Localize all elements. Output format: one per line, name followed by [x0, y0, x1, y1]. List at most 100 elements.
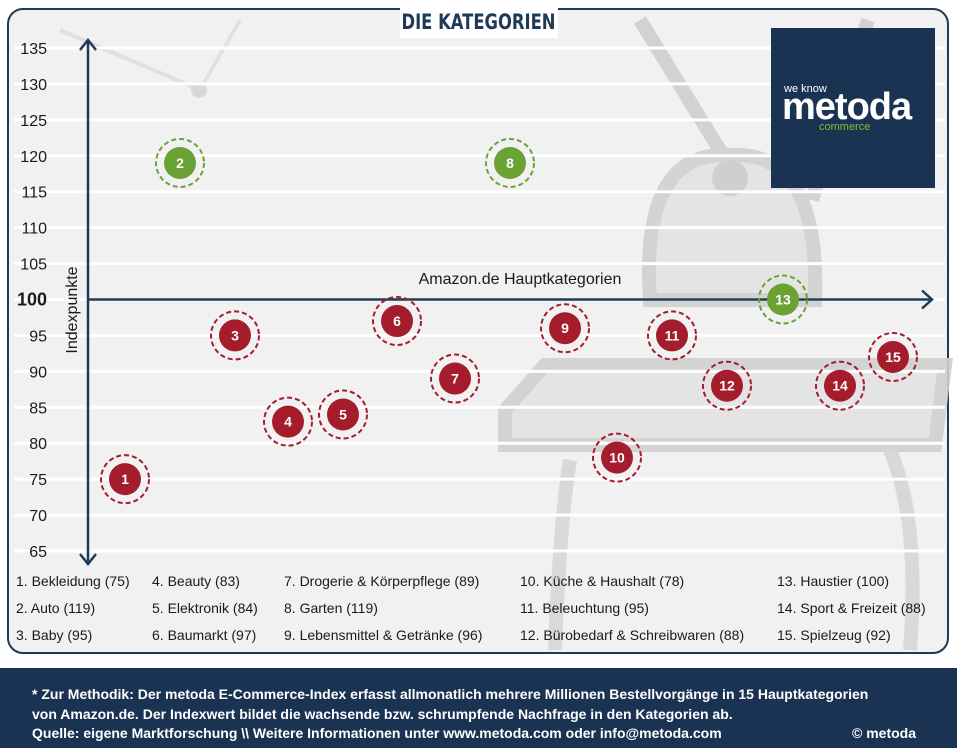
data-point: 13 — [758, 274, 808, 325]
data-point-label: 4 — [284, 414, 292, 430]
legend-item: 15. Spielzeug (92) — [777, 627, 891, 643]
footer-methodology-line2: von Amazon.de. Der Indexwert bildet die … — [32, 706, 733, 722]
footer-source: Quelle: eigene Marktforschung \\ Weitere… — [32, 725, 722, 741]
y-axis-arrow-up — [79, 37, 97, 51]
data-point-label: 15 — [885, 349, 901, 365]
legend-item: 8. Garten (119) — [284, 600, 378, 616]
data-point-ring — [647, 310, 697, 361]
footer-copyright: © metoda — [852, 725, 916, 741]
logo-brand: metoda — [782, 86, 912, 128]
data-point-label: 5 — [339, 406, 347, 422]
data-point-label: 1 — [121, 471, 129, 487]
legend-item: 6. Baumarkt (97) — [152, 627, 257, 643]
data-point-marker — [711, 369, 743, 402]
data-point-label: 11 — [665, 327, 680, 343]
footer: * Zur Methodik: Der metoda E-Commerce-In… — [0, 668, 957, 748]
y-axis-arrow-down — [79, 553, 97, 567]
y-tick-label: 120 — [20, 149, 47, 166]
data-point-ring — [702, 360, 752, 411]
legend-item: 11. Beleuchtung (95) — [520, 600, 649, 616]
data-point-ring — [155, 137, 205, 188]
logo-sub: commerce — [819, 121, 871, 133]
data-point-ring — [540, 303, 590, 354]
legend-item: 12. Bürobedarf & Schreibwaren (88) — [520, 627, 745, 643]
y-tick-labels: 65 70 75 80 85 90 95 100 105 110 115 120 125 130 135 — [17, 41, 47, 561]
data-point: 14 — [815, 360, 865, 411]
y-tick-label: 105 — [20, 257, 47, 274]
data-point-label: 6 — [393, 313, 401, 329]
legend-item: 14. Sport & Freizeit (88) — [777, 600, 926, 616]
y-tick-label: 75 — [29, 472, 47, 489]
legend-item: 2. Auto (119) — [16, 600, 96, 616]
data-point: 2 — [155, 137, 205, 188]
legend-item: 5. Elektronik (84) — [152, 600, 258, 616]
legend-item: 7. Drogerie & Körperpflege (89) — [284, 573, 480, 589]
y-tick-label: 90 — [29, 364, 47, 381]
data-point-marker — [272, 405, 304, 438]
y-tick-label: 100 — [17, 290, 47, 310]
data-point-label: 3 — [231, 327, 239, 343]
data-point: 9 — [540, 303, 590, 354]
legend-item: 3. Baby (95) — [16, 627, 93, 643]
data-point-ring — [318, 389, 368, 440]
x-axis-arrow — [921, 289, 934, 310]
data-point-marker — [164, 146, 196, 179]
y-tick-label: 80 — [29, 436, 47, 453]
data-point-marker — [877, 340, 909, 373]
data-point-ring — [372, 296, 422, 347]
data-point-marker — [494, 146, 526, 179]
data-point: 11 — [647, 310, 697, 361]
data-point-label: 14 — [832, 378, 848, 394]
data-point-ring — [430, 353, 480, 404]
y-tick-label: 110 — [21, 221, 47, 238]
data-point-ring — [100, 454, 150, 505]
robot-joint — [712, 160, 748, 196]
data-point: 4 — [263, 396, 313, 447]
data-point-marker — [439, 362, 471, 395]
y-axis-label: Indexpunkte — [64, 266, 81, 353]
data-point-marker — [109, 463, 141, 496]
y-tick-label: 85 — [29, 400, 47, 417]
data-point-ring — [485, 137, 535, 188]
data-point: 8 — [485, 137, 535, 188]
legend-item: 1. Bekleidung (75) — [16, 573, 130, 589]
y-tick-label: 95 — [29, 328, 47, 345]
data-point-marker — [549, 312, 581, 345]
title-background — [400, 4, 558, 38]
data-point-ring — [263, 396, 313, 447]
chart-title: DIE KATEGORIEN — [401, 10, 556, 34]
y-tick-label: 115 — [21, 185, 47, 202]
data-point: 10 — [592, 432, 642, 483]
legend-item: 4. Beauty (83) — [152, 573, 240, 589]
data-point: 5 — [318, 389, 368, 440]
data-point-label: 10 — [609, 450, 625, 466]
legend-item: 13. Haustier (100) — [777, 573, 890, 589]
x-axis-label: Amazon.de Hauptkategorien — [419, 271, 622, 288]
data-point-marker — [327, 398, 359, 431]
data-point-label: 12 — [719, 378, 735, 394]
data-point-ring — [758, 274, 808, 325]
legend-item: 10. Küche & Haushalt (78) — [520, 573, 685, 589]
robot-joint — [191, 82, 207, 98]
logo-tagline: we know — [784, 83, 827, 95]
data-point: 15 — [868, 331, 918, 382]
data-point: 1 — [100, 454, 150, 505]
data-point-ring — [815, 360, 865, 411]
data-point: 12 — [702, 360, 752, 411]
data-point-ring — [868, 331, 918, 382]
y-tick-label: 70 — [29, 508, 47, 525]
data-point: 6 — [372, 296, 422, 347]
data-point-label: 2 — [176, 155, 184, 171]
data-point-marker — [656, 319, 688, 352]
data-point-label: 8 — [506, 155, 514, 171]
data-point: 7 — [430, 353, 480, 404]
data-point: 3 — [210, 310, 260, 361]
data-point-marker — [381, 305, 413, 338]
data-point-label: 7 — [451, 371, 459, 387]
y-tick-label: 130 — [20, 77, 47, 94]
data-point-marker — [824, 369, 856, 402]
y-tick-label: 135 — [20, 41, 47, 58]
data-point-label: 9 — [561, 320, 569, 336]
